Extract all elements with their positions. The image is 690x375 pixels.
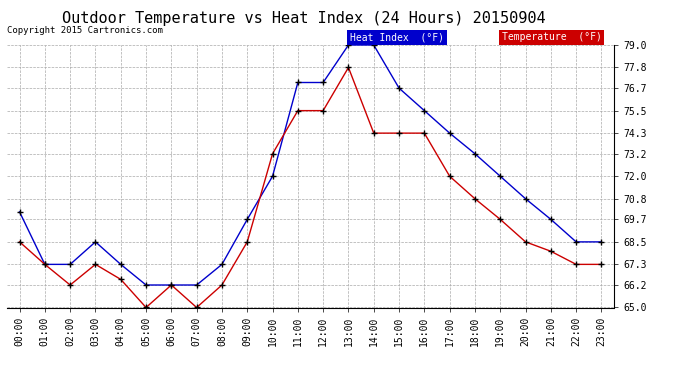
Text: Heat Index  (°F): Heat Index (°F) (350, 32, 444, 42)
Text: Copyright 2015 Cartronics.com: Copyright 2015 Cartronics.com (7, 26, 163, 35)
Text: Outdoor Temperature vs Heat Index (24 Hours) 20150904: Outdoor Temperature vs Heat Index (24 Ho… (62, 11, 545, 26)
Text: Temperature  (°F): Temperature (°F) (502, 32, 602, 42)
